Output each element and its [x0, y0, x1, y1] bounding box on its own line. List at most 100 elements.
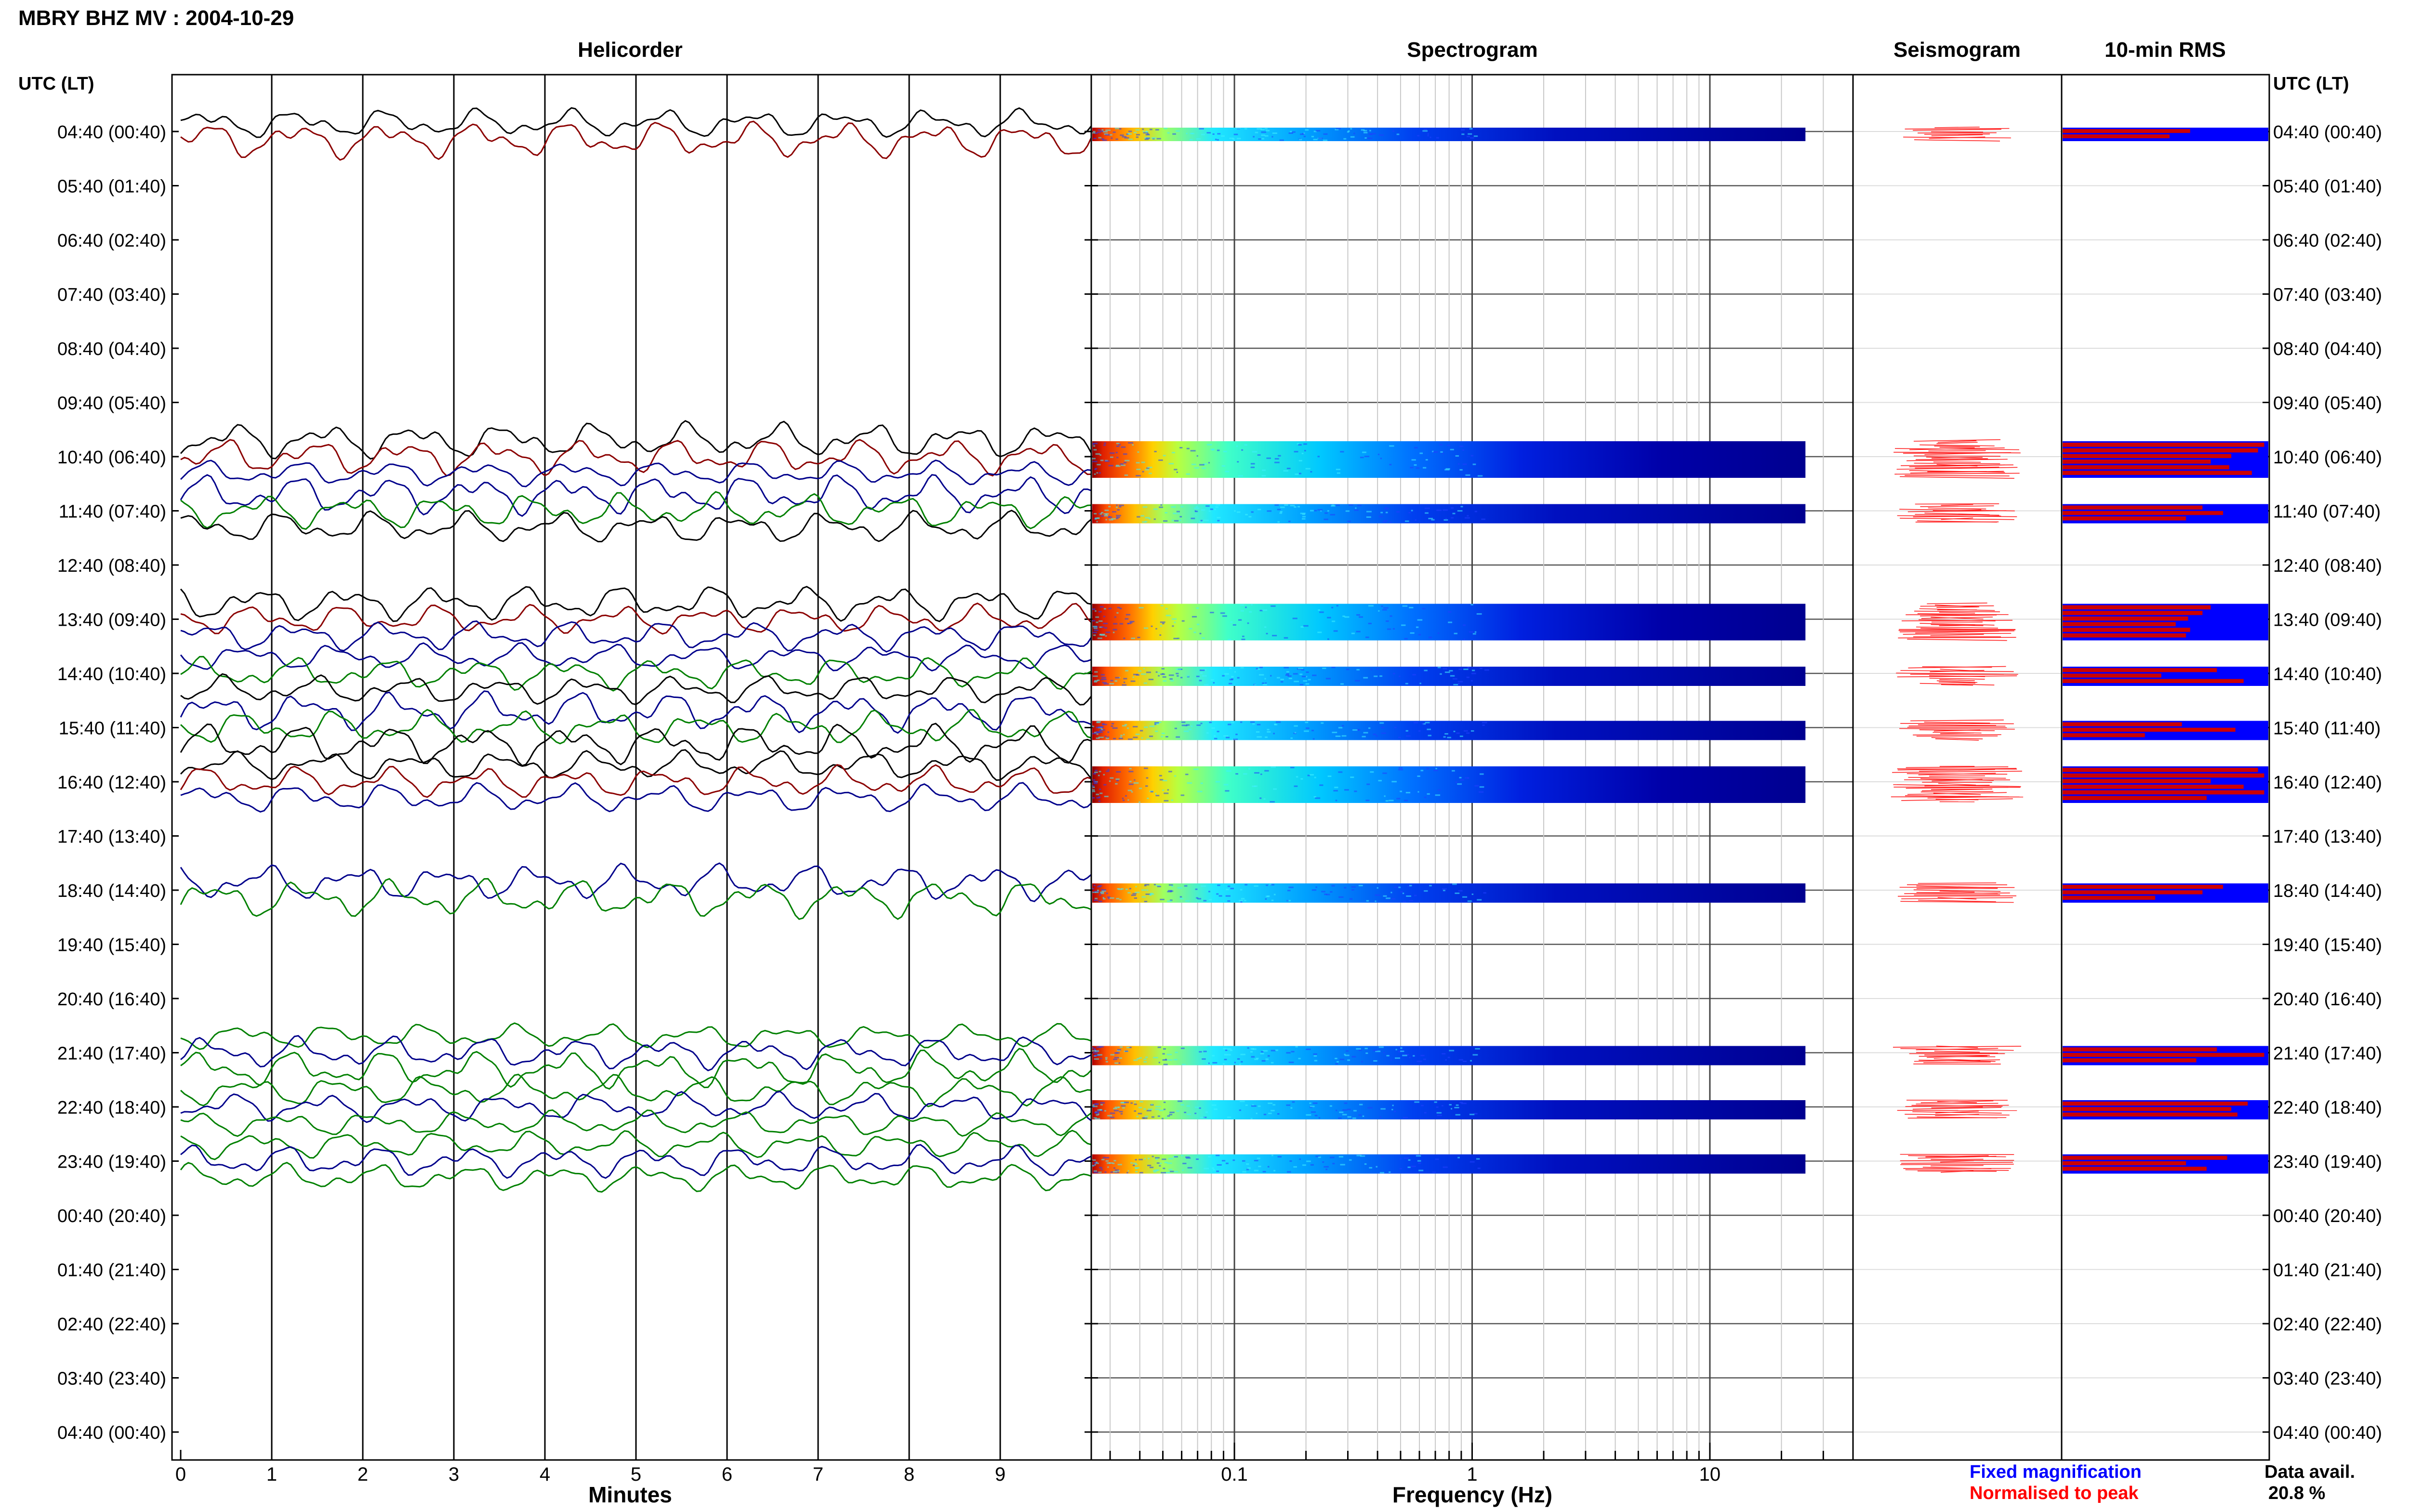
spectrogram-speckle — [1292, 618, 1297, 619]
row-label-left: 03:40 (23:40) — [57, 1369, 166, 1389]
spectrogram-speckle — [1093, 445, 1096, 447]
spectrogram-speckle — [1378, 610, 1380, 612]
spectrogram-speckle — [1383, 895, 1387, 897]
seismogram-trace — [1940, 1170, 1974, 1173]
spectrogram-speckle — [1350, 136, 1355, 138]
row-label-left: 00:40 (20:40) — [57, 1206, 166, 1226]
spectrogram-speckle — [1112, 1162, 1115, 1164]
spectrogram-speckle — [1115, 783, 1118, 785]
spectrogram-speckle — [1158, 672, 1160, 674]
spectrogram-speckle — [1414, 894, 1417, 896]
spectrogram-speckle — [1094, 771, 1098, 773]
spectrogram-speckle — [1161, 732, 1165, 734]
seismogram-trace — [1919, 683, 1995, 685]
spectrogram-speckle — [1217, 449, 1220, 451]
spectrogram-speckle — [1410, 632, 1415, 634]
spectrogram-speckle — [1435, 1158, 1439, 1160]
spectrogram-speckle — [1221, 465, 1226, 467]
spectrogram-speckle — [1121, 1105, 1126, 1107]
spectrogram-speckle — [1186, 473, 1190, 475]
helicorder-trace — [180, 491, 1092, 530]
spectrogram-speckle — [1450, 675, 1455, 677]
row-label-right: 17:40 (13:40) — [2273, 827, 2382, 847]
spectrogram-speckle — [1178, 1100, 1183, 1102]
spectrogram-speckle — [1110, 1171, 1113, 1173]
spectrogram-speckle — [1280, 506, 1285, 508]
spectrogram-speckle — [1158, 459, 1163, 461]
spectrogram-speckle — [1391, 781, 1397, 783]
spectrogram-speckle — [1103, 774, 1105, 776]
spectrogram-speckle — [1212, 1062, 1218, 1064]
spectrogram-speckle — [1163, 1048, 1166, 1050]
spectrogram-speckle — [1450, 507, 1454, 509]
spectrogram-speckle — [1104, 442, 1106, 444]
spectrogram-speckle — [1459, 1102, 1463, 1104]
spectrogram-speckle — [1144, 767, 1148, 769]
spectrogram-speckle — [1363, 131, 1368, 133]
spectrogram-speckle — [1413, 1055, 1415, 1057]
seismogram-trace — [1900, 1164, 2014, 1165]
row-label-right: 16:40 (12:40) — [2273, 773, 2382, 793]
spectrogram-speckle — [1162, 1158, 1166, 1160]
helicorder-trace — [180, 620, 1092, 653]
spectrogram-speckle — [1318, 1156, 1321, 1158]
spectrogram-speckle — [1445, 1059, 1447, 1061]
spectrogram-speckle — [1163, 455, 1166, 457]
spectrogram-speckle — [1312, 1102, 1318, 1104]
spectrogram-speckle — [1153, 518, 1156, 520]
spectrogram-speckle — [1284, 667, 1289, 669]
rms-bar — [2063, 611, 2203, 615]
spectrogram-speckle — [1378, 134, 1384, 136]
spectrogram-speckle — [1420, 770, 1424, 772]
spectrogram-speckle — [1309, 774, 1314, 776]
spectrogram-speckle — [1389, 445, 1394, 447]
spectrogram-speckle — [1113, 1110, 1119, 1112]
spectrogram-speckle — [1467, 135, 1470, 137]
spectrogram-speckle — [1364, 456, 1370, 458]
spectrogram-speckle — [1367, 1107, 1373, 1109]
spectrogram-speckle — [1262, 684, 1267, 685]
spectrogram-speckle — [1216, 1155, 1220, 1157]
seismogram-trace — [1894, 473, 2020, 475]
spectrogram-speckle — [1454, 632, 1457, 634]
spectrogram-speckle — [1294, 681, 1299, 683]
spectrogram-speckle — [1234, 671, 1236, 673]
spectrogram-speckle — [1104, 736, 1107, 737]
seismogram-trace — [1900, 1160, 2014, 1161]
spectrogram-speckle — [1234, 1062, 1236, 1064]
spectrogram-speckle — [1257, 723, 1261, 725]
spectrogram-speckle — [1427, 793, 1430, 795]
seismogram-trace — [1931, 131, 1984, 133]
helicorder-trace — [180, 107, 1092, 138]
spectrogram-speckle — [1260, 1052, 1264, 1054]
seismogram-trace — [1929, 136, 1985, 139]
spectrogram-speckle — [1148, 473, 1152, 474]
spectrogram-speckle — [1385, 800, 1389, 802]
row-label-left: 04:40 (00:40) — [57, 122, 166, 143]
spectrogram-speckle — [1231, 722, 1234, 723]
spectrogram-speckle — [1414, 447, 1418, 449]
spectrogram-speckle — [1115, 506, 1118, 508]
spectrogram-speckle — [1092, 1050, 1097, 1052]
spectrogram-speckle — [1271, 136, 1273, 138]
spectrogram-speckle — [1262, 682, 1265, 684]
spectrogram-speckle — [1474, 511, 1477, 513]
seismogram-trace — [1913, 889, 2001, 892]
rms-bar — [2063, 129, 2190, 133]
seismogram-trace — [1938, 682, 1976, 684]
spectrogram-speckle — [1107, 1166, 1109, 1168]
spectrogram-speckle — [1230, 1050, 1232, 1052]
spectrogram-speckle — [1127, 799, 1129, 801]
plot-frame — [171, 74, 2270, 1461]
spectrogram-speckle — [1284, 504, 1288, 506]
spectrogram-speckle — [1148, 1108, 1153, 1110]
spectrogram-speckle — [1103, 683, 1109, 685]
spectrogram-speckle — [1335, 1057, 1337, 1059]
spectrogram-speckle — [1165, 615, 1171, 617]
spectrogram-speckle — [1290, 131, 1292, 132]
spectrogram-speckle — [1378, 780, 1382, 782]
spectrogram-speckle — [1288, 678, 1292, 680]
spectrogram-speckle — [1147, 1165, 1152, 1167]
spectrogram-speckle — [1359, 616, 1363, 618]
spectrogram-speckle — [1454, 1106, 1459, 1108]
